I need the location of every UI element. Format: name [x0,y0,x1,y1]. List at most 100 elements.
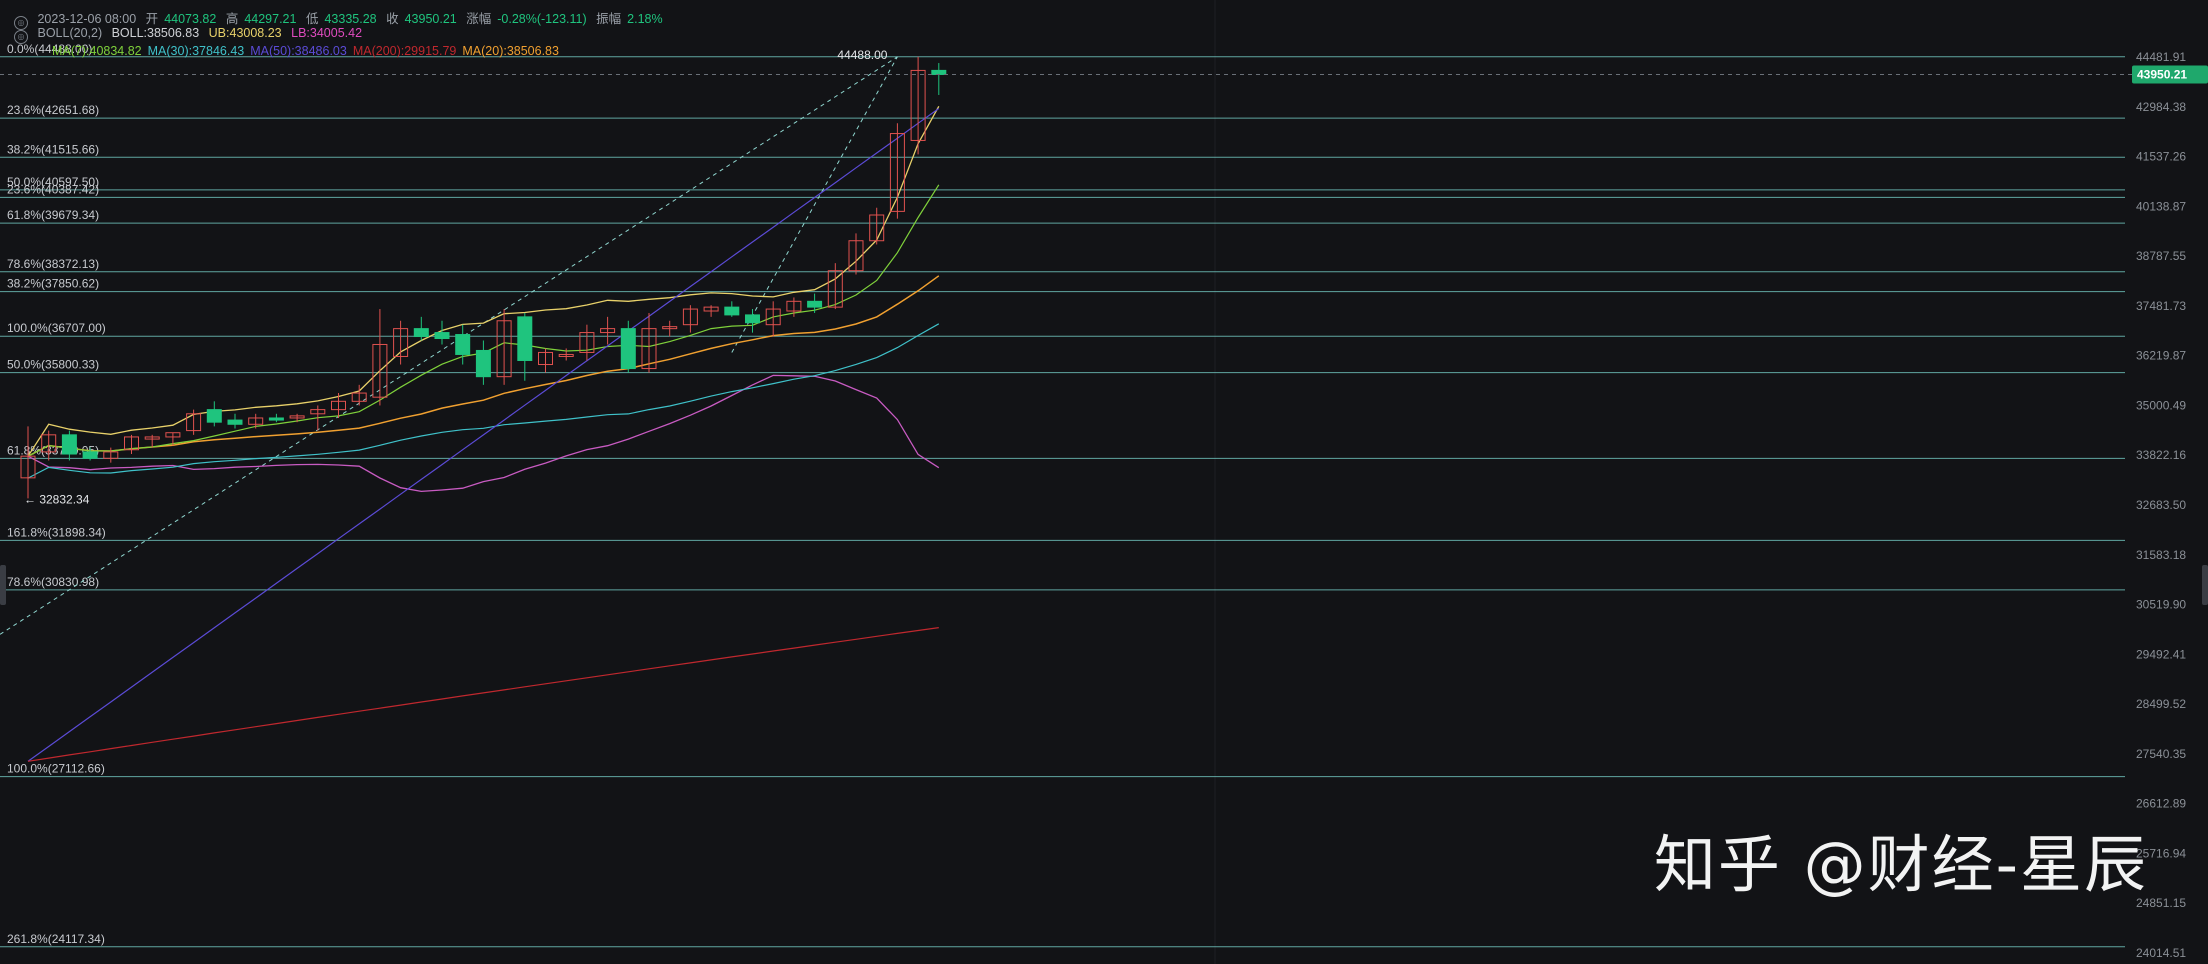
price-axis-label: 31583.18 [2136,548,2186,562]
price-axis-label: 36219.87 [2136,349,2186,363]
boll-upper-line [27,105,940,457]
fib-trend-dash-line [731,56,898,353]
fib-level-label: 38.2%(41515.66) [7,142,99,156]
ma200-line [27,627,939,762]
price-axis-label: 24014.51 [2136,946,2186,960]
candle-body[interactable] [82,451,98,459]
candle-body[interactable] [61,434,77,455]
candle-body[interactable] [517,316,533,361]
price-axis-label: 26612.89 [2136,797,2186,811]
ma-legend-item: MA(200):29915.79 [352,44,457,58]
price-markers: 44488.00 ← 32832.34 [24,48,888,507]
fib-level-label: 0.0%(44488.00) [7,42,92,56]
candle-body[interactable] [827,270,843,308]
candle-body[interactable] [144,436,160,440]
candle-body[interactable] [869,214,885,242]
candle-body[interactable] [641,328,657,370]
close-value: 43950.21 [404,12,457,26]
candle-body[interactable] [538,351,553,366]
candle-body[interactable] [331,400,346,411]
close-label: 收 [386,12,399,26]
current-price-badge [2132,65,2208,84]
candle-body[interactable] [186,413,202,432]
price-axis-label: 41537.26 [2136,150,2186,164]
fib-trend-line [0,56,898,635]
candle-body[interactable] [124,436,139,451]
candle-body[interactable] [413,328,429,338]
price-axis-label: 44481.91 [2136,50,2186,64]
candle-body[interactable] [310,409,326,415]
change-value: -0.28%(-123.11) [497,12,587,26]
boll-legend: ◎ BOLL(20,2) BOLL:38506.83 UB:43008.23 L… [14,26,368,44]
change-label: 涨幅 [466,12,492,26]
candle-body[interactable] [41,434,57,453]
eye-icon[interactable]: ◎ [14,16,28,30]
candle-body[interactable] [848,240,864,272]
candle-body[interactable] [20,455,36,479]
candle-body[interactable] [455,334,471,355]
candle-body[interactable] [786,300,802,312]
candle-body[interactable] [268,417,284,421]
fib-trend-dash-line [0,56,898,635]
fib-level-label: 100.0%(36707.00) [7,321,106,335]
candle-body[interactable] [600,328,616,334]
price-axis-label: 32683.50 [2136,498,2186,512]
candle-body[interactable] [372,343,388,398]
candle-body[interactable] [496,320,512,378]
candle-body[interactable] [206,409,222,423]
ma-legend-item: MA(20):38506.83 [462,44,559,58]
fib-level-label: 23.6%(42651.68) [7,103,99,117]
candle-body[interactable] [393,328,409,357]
candle-body[interactable] [103,451,119,459]
low-label: 低 [305,12,319,26]
candle-body[interactable] [227,419,243,425]
candle-body[interactable] [724,306,740,316]
price-axis[interactable]: 44481.91 42984.38 41537.26 40138.87 38787.55… [0,50,2208,960]
ma-legend-item: MA(50):38486.03 [250,44,347,58]
candle-body[interactable] [248,417,264,425]
boll-name: BOLL(20,2) [37,26,103,40]
moving-average-lines [27,105,940,762]
open-value: 44073.82 [164,12,217,26]
candlestick-series[interactable] [20,56,947,499]
current-price-label: 43950.21 [2137,67,2187,81]
candle-body[interactable] [165,432,181,438]
amplitude-label: 振幅 [596,12,622,26]
ma20-line [27,275,940,457]
candle-body[interactable] [620,328,636,370]
price-axis-label: 40138.87 [2136,199,2186,213]
price-axis-label: 24851.15 [2136,896,2186,910]
candle-body[interactable] [475,349,491,378]
candle-body[interactable] [703,306,719,312]
eye-icon[interactable]: ◎ [14,30,28,44]
candle-datetime: 2023-12-06 08:00 [37,12,137,26]
price-axis-label: 28499.52 [2136,697,2186,711]
fib-level-label: 100.0%(27112.66) [7,762,105,776]
high-price-marker: 44488.00 [837,48,887,62]
candle-body[interactable] [807,300,823,308]
candle-body[interactable] [579,332,595,353]
candle-body[interactable] [765,308,781,326]
candle-body[interactable] [662,326,678,330]
price-axis-label: 42984.38 [2136,100,2186,114]
left-drag-handle[interactable] [0,565,6,605]
candle-body[interactable] [910,69,926,141]
candle-body[interactable] [745,314,760,324]
candle-body[interactable] [931,69,947,75]
fib-level-label: 50.0%(35800.33) [7,358,99,372]
price-axis-label: 25716.94 [2136,846,2186,860]
fib-level-label: 23.6%(40387.42) [7,182,99,196]
candle-body[interactable] [351,392,367,402]
ma-legend-item: MA(30):37846.43 [147,44,245,58]
low-price-marker: ← 32832.34 [24,492,90,506]
boll-lower-line [27,374,940,493]
candle-body[interactable] [682,308,698,326]
candle-body[interactable] [558,353,574,357]
candle-body[interactable] [289,415,305,419]
price-axis-label: 30519.90 [2136,598,2186,612]
candle-body[interactable] [434,332,450,340]
right-drag-handle[interactable] [2202,565,2208,605]
candle-body[interactable] [889,133,905,212]
ma-legend: MA(7):40834.82 MA(30):37846.43 MA(50):3848… [52,44,565,58]
